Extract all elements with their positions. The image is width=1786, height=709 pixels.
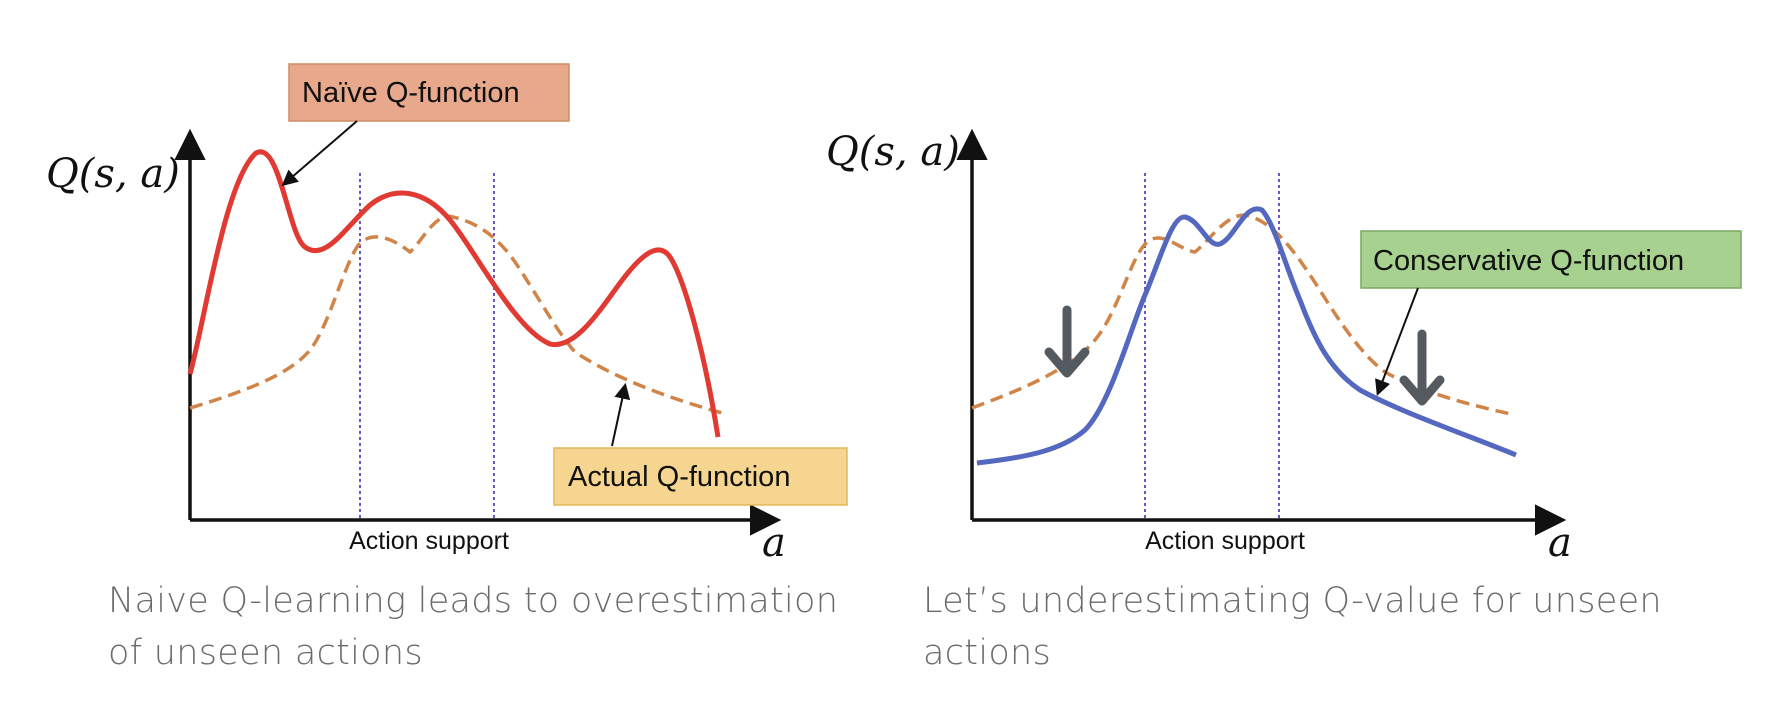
conservative-q-curve [976,206,1517,466]
left-action-support-label: Action support [349,527,509,555]
actual-q-label: Actual Q-function [568,461,790,493]
actual-q-pointer-arrow [611,382,631,447]
naive-q-curve [187,149,721,438]
right-caption: Let’s underestimating Q-value for unseen… [923,581,1662,673]
naive-q-pointer-arrow [281,120,358,187]
left-x-axis-label: a [762,520,786,566]
right-action-support-label: Action support [1145,527,1305,555]
naive-q-label-box: Naïve Q-function [288,63,570,122]
down-arrow-icon [1399,329,1445,406]
left-panel: Q(s, a) a Action support Naïve Q-functio… [46,63,848,566]
right-panel: Q(s, a) a Action support Conservative Q-… [826,128,1742,566]
actual-q-curve-right [971,213,1516,417]
left-caption: Naive Q-learning leads to overestimation… [108,581,839,673]
right-y-axis-label: Q(s, a) [826,129,960,175]
conservative-q-pointer-arrow [1375,287,1419,396]
left-y-axis-label: Q(s, a) [46,151,180,197]
naive-q-label: Naïve Q-function [302,77,520,109]
right-x-axis-label: a [1548,520,1572,566]
conservative-q-label: Conservative Q-function [1373,245,1684,277]
actual-q-curve-left [189,214,727,416]
down-arrow-icon [1044,305,1090,378]
actual-q-label-box: Actual Q-function [553,447,848,506]
conservative-q-label-box: Conservative Q-function [1360,230,1742,289]
